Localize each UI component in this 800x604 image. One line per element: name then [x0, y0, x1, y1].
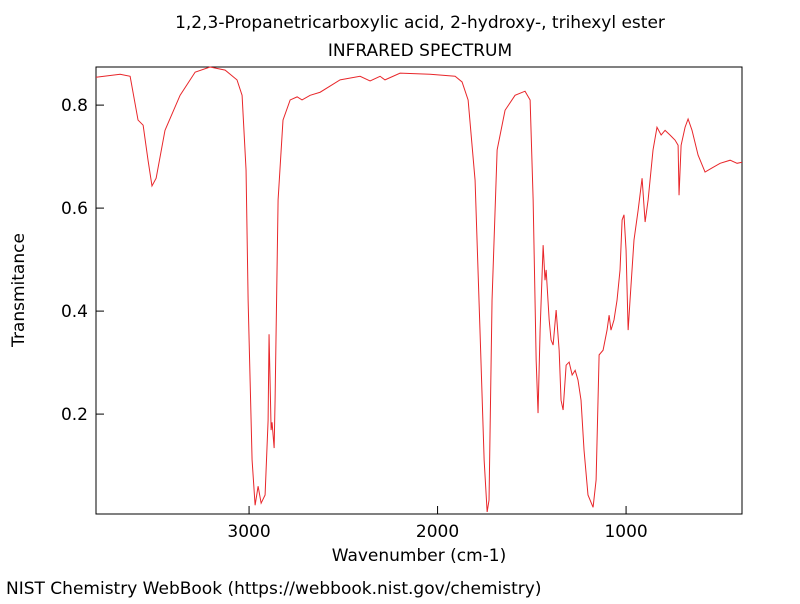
- y-tick-label: 0.8: [61, 96, 88, 116]
- x-axis-label: Wavenumber (cm-1): [332, 546, 507, 566]
- spectrum-line: [95, 66, 743, 513]
- x-tick-label: 1000: [604, 522, 647, 542]
- x-tick-label: 3000: [227, 522, 270, 542]
- y-tick-label: 0.2: [61, 405, 88, 425]
- y-axis-label: Transmitance: [9, 233, 29, 348]
- chart-subtitle: INFRARED SPECTRUM: [328, 41, 512, 61]
- x-tick-label: 2000: [416, 522, 459, 542]
- chart-title: 1,2,3-Propanetricarboxylic acid, 2-hydro…: [175, 13, 665, 33]
- y-tick-label: 0.4: [61, 302, 88, 322]
- plot-frame: [95, 66, 743, 515]
- footer: NIST Chemistry WebBook (https://webbook.…: [6, 579, 541, 599]
- y-tick-label: 0.6: [61, 199, 88, 219]
